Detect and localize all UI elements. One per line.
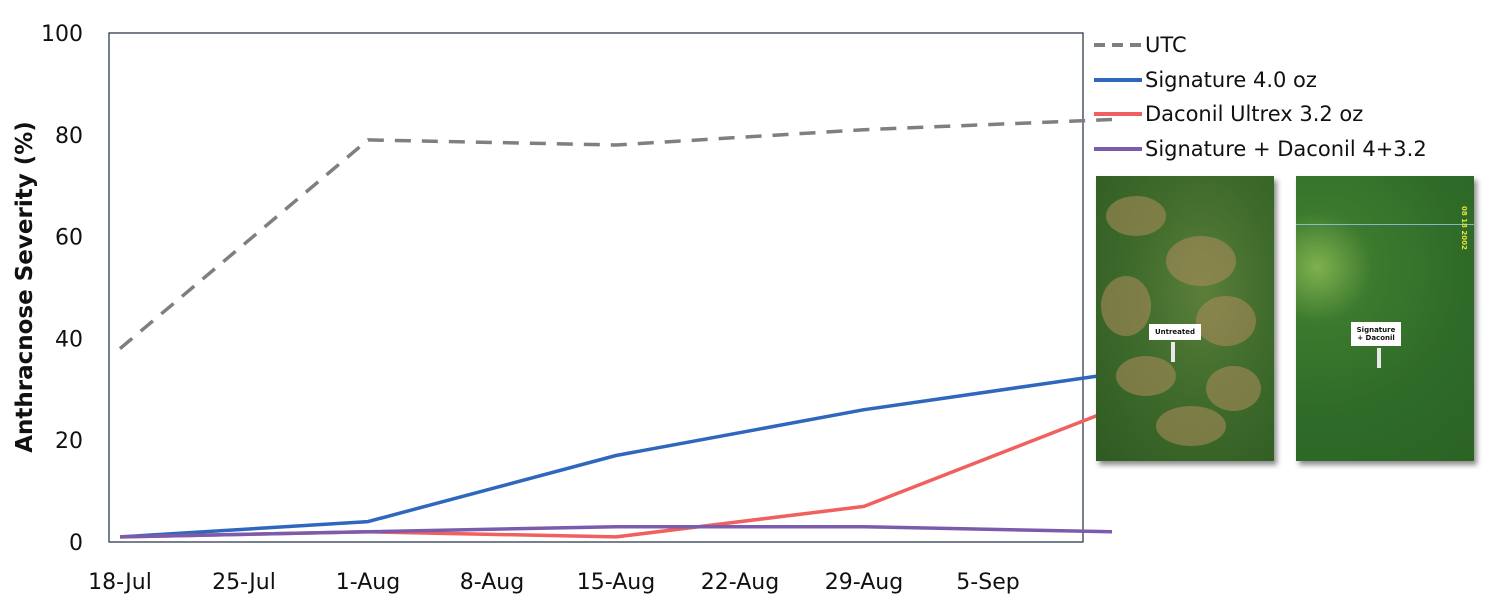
y-axis-title: Anthracnose Severity (%) [12, 121, 38, 453]
series-line-0 [118, 117, 1113, 350]
y-tick-label: 20 [55, 429, 83, 454]
legend-swatch-signature-daconil [1094, 146, 1142, 151]
untreated-turf-photo: Untreated [1096, 176, 1274, 461]
legend-label: Signature 4.0 oz [1145, 67, 1317, 92]
legend-item-signature-daconil: Signature + Daconil 4+3.2 [1094, 132, 1427, 167]
sign-post [1377, 348, 1381, 368]
legend-item-utc: UTC [1094, 28, 1427, 63]
legend-label: Signature + Daconil 4+3.2 [1145, 136, 1427, 161]
x-tick-label: 15-Aug [577, 570, 655, 595]
series-lines [118, 117, 1113, 539]
x-tick-label: 29-Aug [825, 570, 903, 595]
series-line-1 [119, 372, 1113, 539]
x-tick-label: 8-Aug [460, 570, 524, 595]
photo-sign: Untreated [1149, 324, 1201, 340]
legend-item-daconil: Daconil Ultrex 3.2 oz [1094, 97, 1427, 132]
legend-label: UTC [1145, 33, 1187, 58]
x-axis-ticks: 18-Jul 25-Jul 1-Aug 8-Aug 15-Aug 22-Aug 29-Aug… [88, 570, 1020, 595]
plot-frame [108, 32, 1084, 543]
legend-swatch-daconil [1094, 112, 1142, 117]
photo-marker-line [1296, 224, 1474, 225]
treated-turf-photo: 08 18 2002 Signature + Daconil [1296, 176, 1474, 461]
y-tick-label: 80 [55, 124, 83, 149]
y-tick-label: 60 [55, 226, 83, 251]
legend-swatch-signature [1094, 77, 1142, 82]
series-line-2 [119, 408, 1113, 539]
x-tick-label: 22-Aug [701, 570, 779, 595]
legend: UTC Signature 4.0 oz Daconil Ultrex 3.2 … [1094, 28, 1427, 166]
y-tick-label: 100 [41, 22, 83, 47]
photo-date-stamp: 08 18 2002 [1460, 206, 1468, 250]
legend-swatch-utc [1094, 43, 1142, 48]
y-tick-label: 40 [55, 327, 83, 352]
legend-item-signature: Signature 4.0 oz [1094, 63, 1427, 98]
y-axis-ticks: 0 20 40 60 80 100 [41, 22, 83, 556]
x-tick-label: 1-Aug [336, 570, 400, 595]
photo-sign: Signature + Daconil [1351, 322, 1401, 346]
series-line-3 [119, 524, 1113, 539]
sign-post [1171, 342, 1175, 362]
y-tick-label: 0 [69, 531, 83, 556]
x-tick-label: 5-Sep [956, 570, 1019, 595]
legend-label: Daconil Ultrex 3.2 oz [1145, 102, 1364, 127]
x-tick-label: 18-Jul [88, 570, 152, 595]
x-tick-label: 25-Jul [212, 570, 276, 595]
